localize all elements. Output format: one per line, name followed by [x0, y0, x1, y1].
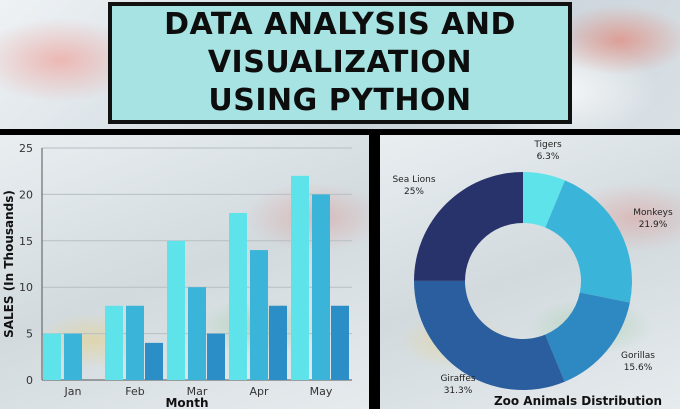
bar — [312, 194, 330, 380]
bar — [269, 305, 287, 380]
page-title: DATA ANALYSIS AND VISUALIZATION USING PY… — [164, 7, 516, 118]
y-tick-label: 0 — [26, 374, 33, 387]
bar — [291, 175, 309, 380]
bar — [188, 287, 206, 380]
slice-percent-label: 25% — [404, 187, 424, 197]
slice-label: Giraffes — [440, 374, 475, 384]
slice-percent-label: 6.3% — [537, 152, 560, 162]
y-tick-label: 10 — [19, 281, 33, 294]
slice-label: Sea Lions — [392, 175, 435, 185]
bar — [126, 305, 144, 380]
donut-chart: Tigers 6.3% Monkeys 21.9% Gorillas 15.6% Giraf… — [392, 140, 673, 408]
donut-slice — [523, 172, 565, 228]
x-tick-label: Feb — [125, 385, 144, 398]
x-tick-label: Jan — [64, 385, 82, 398]
slice-percent-label: 31.3% — [444, 386, 473, 396]
x-axis-label: Month — [165, 396, 208, 409]
donut-chart-panel: Tigers 6.3% Monkeys 21.9% Gorillas 15.6% Giraf… — [380, 135, 680, 409]
bar — [207, 333, 225, 380]
bar — [250, 250, 268, 380]
y-axis-label: SALES (In Thousands) — [2, 190, 16, 338]
donut-slice — [545, 180, 632, 303]
y-tick-label: 5 — [26, 328, 33, 341]
slice-percent-label: 21.9% — [639, 220, 668, 230]
bar — [64, 333, 82, 380]
y-tick-label: 15 — [19, 235, 33, 248]
x-tick-label: Mar — [187, 385, 208, 398]
bar-chart-panel: 0 5 10 15 20 25 Jan Feb Mar Apr May Month SALES (In … — [0, 135, 369, 409]
donut-slice — [545, 292, 630, 382]
slice-label: Monkeys — [633, 208, 673, 218]
donut-slice — [414, 280, 565, 390]
x-tick-label: May — [310, 385, 333, 398]
bar — [229, 212, 247, 380]
bar — [167, 240, 185, 380]
x-tick-label: Apr — [249, 385, 269, 398]
slice-label: Tigers — [533, 140, 562, 150]
slice-percent-label: 15.6% — [624, 363, 653, 373]
bar — [43, 333, 61, 380]
bar — [145, 342, 163, 380]
slice-label: Gorillas — [621, 351, 655, 361]
y-tick-label: 25 — [19, 142, 33, 155]
bar-chart: 0 5 10 15 20 25 Jan Feb Mar Apr May Month SALES (In … — [2, 142, 352, 409]
y-tick-label: 20 — [19, 188, 33, 201]
title-banner: DATA ANALYSIS AND VISUALIZATION USING PY… — [108, 2, 572, 124]
donut-chart-title: Zoo Animals Distribution — [494, 394, 662, 408]
bar — [105, 305, 123, 380]
bar — [331, 305, 349, 380]
donut-slice — [414, 172, 523, 281]
